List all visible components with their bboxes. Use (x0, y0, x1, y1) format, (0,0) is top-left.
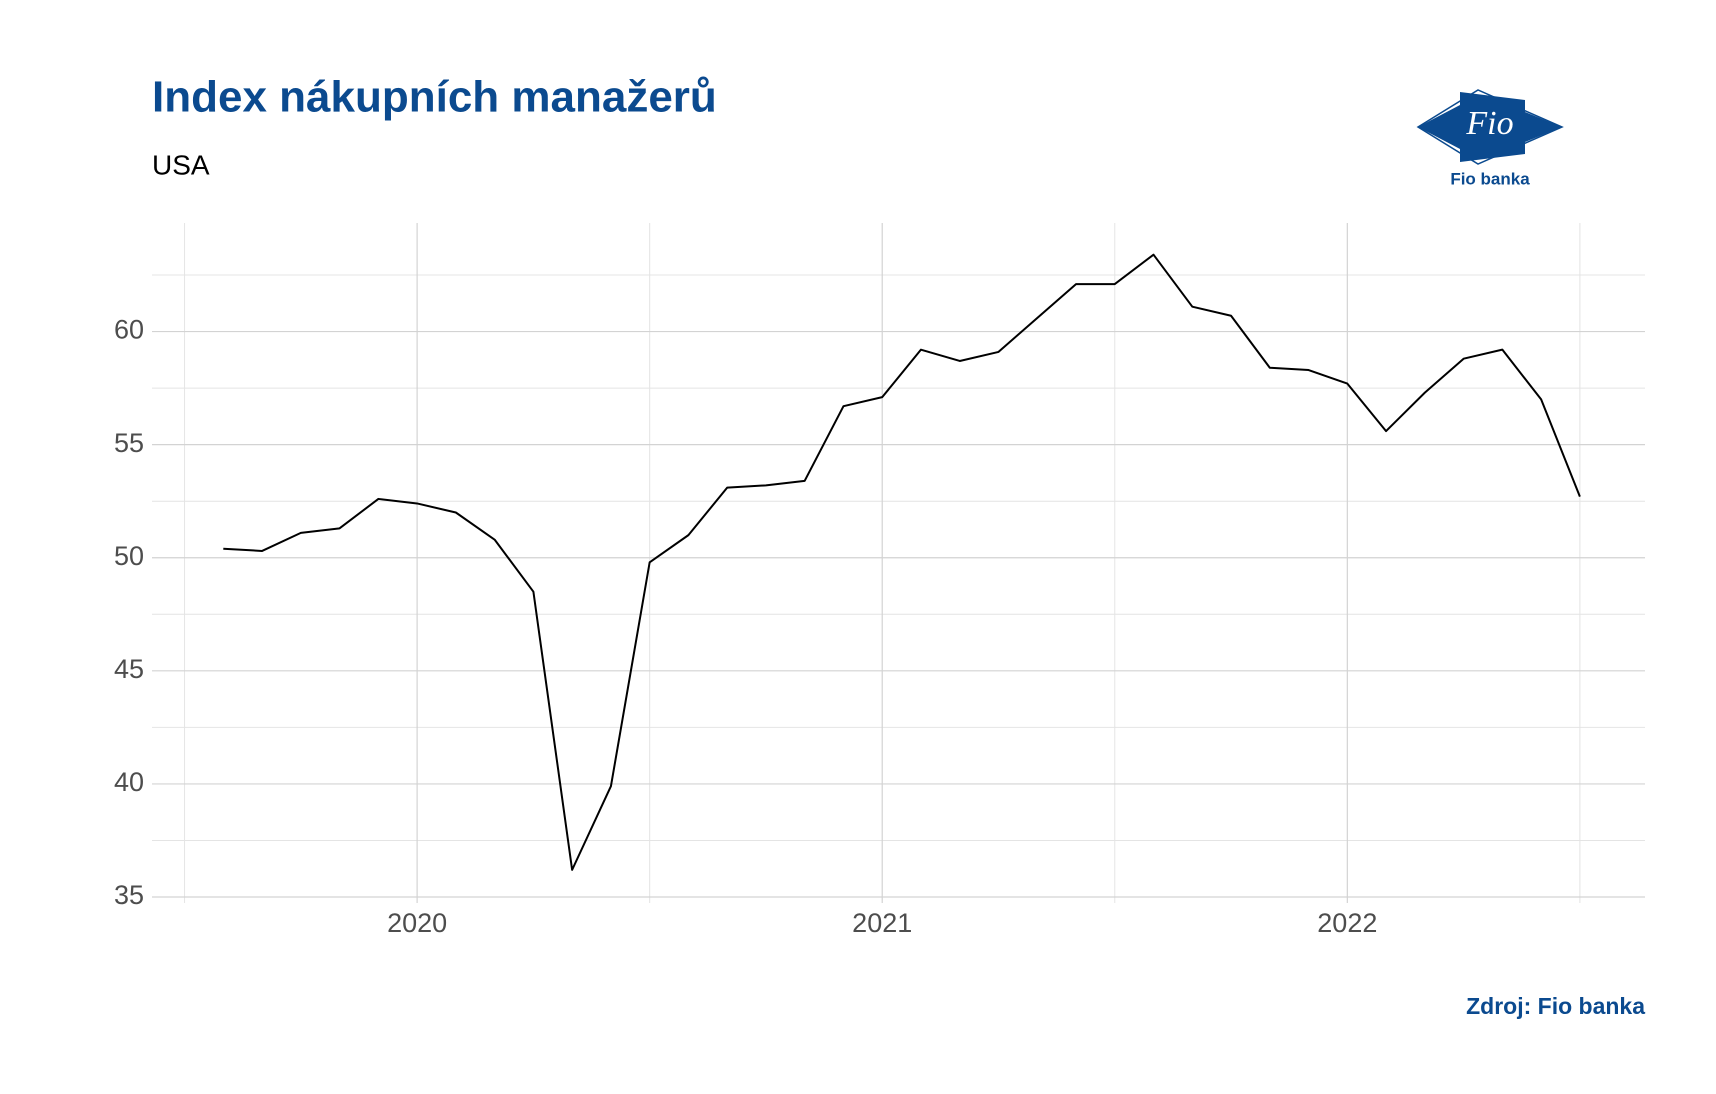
data-line (223, 253, 1581, 871)
x-tick-label: 2021 (852, 908, 912, 938)
source-note: Zdroj: Fio banka (1466, 993, 1645, 1019)
x-tick-label: 2022 (1317, 908, 1377, 938)
x-tick-label: 2020 (387, 908, 447, 938)
logo-shape (1525, 112, 1562, 142)
logo: Fio Fio banka (1416, 89, 1564, 188)
chart-title: Index nákupních manažerů (152, 73, 717, 122)
y-tick-label: 60 (114, 315, 144, 345)
chart-subtitle: USA (152, 149, 210, 180)
logo-shape (1418, 105, 1460, 149)
y-tick-label: 40 (114, 767, 144, 797)
y-tick-label: 55 (114, 428, 144, 458)
y-tick-label: 50 (114, 541, 144, 571)
logo-shape (1460, 92, 1525, 162)
logo-mark: Fio (1465, 105, 1513, 142)
y-tick-label: 35 (114, 880, 144, 910)
logo-name: Fio banka (1450, 169, 1530, 188)
y-tick-label: 45 (114, 654, 144, 684)
